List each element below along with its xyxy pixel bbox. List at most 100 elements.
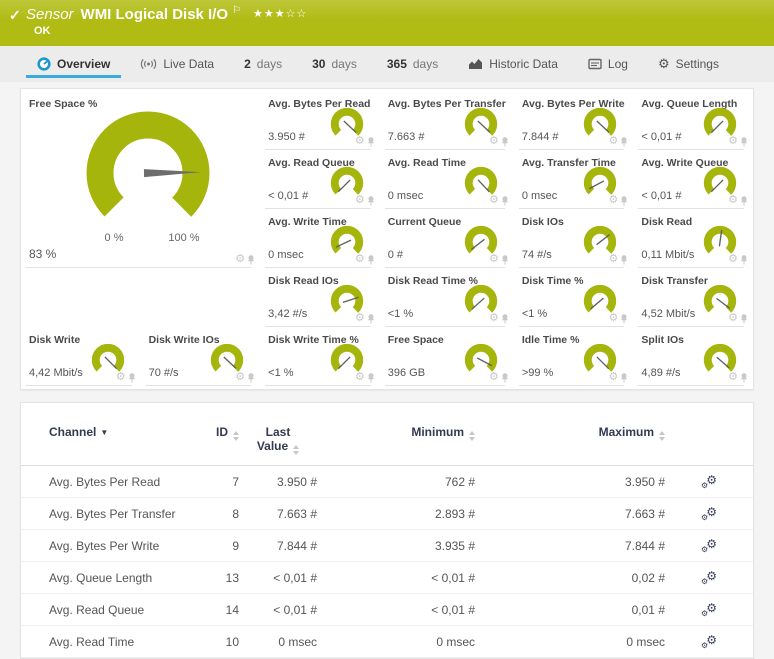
column-header-maximum[interactable]: Maximum (475, 419, 665, 466)
gear-icon[interactable]: ⚙ (354, 135, 365, 147)
gear-icon[interactable]: ⚙ (608, 253, 619, 265)
gear-icon[interactable]: ⚙ (608, 135, 619, 147)
tab-live-data[interactable]: Live Data (125, 46, 229, 82)
tab-30-days[interactable]: 30 days (312, 57, 357, 71)
tab-settings[interactable]: ⚙ Settings (657, 56, 719, 71)
pin-icon[interactable] (501, 372, 509, 383)
gauge-cell[interactable]: Avg. Write Time 0 msec ⚙ (260, 209, 380, 268)
gear-icon[interactable]: ⚙ (728, 135, 738, 147)
tab-2-days[interactable]: 2 days (244, 57, 283, 71)
pin-icon[interactable] (740, 195, 748, 206)
pin-icon[interactable] (501, 195, 509, 206)
channel-settings-icon[interactable]: ⚙⚙ (701, 537, 717, 554)
gear-icon[interactable]: ⚙ (488, 253, 499, 265)
gear-icon[interactable]: ⚙ (488, 135, 499, 147)
channel-name: Avg. Read Queue (21, 593, 199, 626)
area-chart-icon (469, 59, 483, 69)
pin-icon[interactable] (740, 254, 748, 265)
pin-icon[interactable] (740, 372, 748, 383)
gauge-cell[interactable]: Disk Time % <1 % ⚙ (514, 268, 634, 327)
gauge-cell[interactable]: Split IOs 4,89 #/s ⚙ (633, 327, 753, 386)
channel-settings-icon[interactable]: ⚙⚙ (701, 601, 717, 618)
gauge-cell[interactable]: Avg. Bytes Per Write 7.844 # ⚙ (514, 91, 634, 150)
gauge-cell[interactable]: Disk IOs 74 #/s ⚙ (514, 209, 634, 268)
gear-icon[interactable]: ⚙ (488, 312, 499, 324)
mini-gauge (703, 225, 737, 259)
column-header-channel[interactable]: Channel ▼ (21, 419, 199, 466)
pin-icon[interactable] (620, 195, 628, 206)
channel-settings-icon[interactable]: ⚙⚙ (701, 633, 717, 650)
gear-icon[interactable]: ⚙ (488, 194, 499, 206)
gauge-cell[interactable]: Avg. Bytes Per Read 3.950 # ⚙ (260, 91, 380, 150)
primary-gauge-cell[interactable]: Free Space % 0 % 100 % 83 % ⚙ (21, 91, 260, 268)
gear-icon[interactable]: ⚙ (354, 194, 365, 206)
pin-icon[interactable] (501, 313, 509, 324)
gauge-cell[interactable]: Disk Read 0,11 Mbit/s ⚙ (633, 209, 753, 268)
table-row: Avg. Bytes Per Transfer 8 7.663 # 2.893 … (21, 497, 753, 530)
pin-icon[interactable] (620, 254, 628, 265)
gear-icon[interactable]: ⚙ (354, 312, 365, 324)
mini-gauge (584, 343, 617, 377)
gear-icon[interactable]: ⚙ (354, 371, 365, 383)
gauge-cell[interactable]: Avg. Write Queue < 0,01 # ⚙ (633, 150, 753, 209)
gauge-cell[interactable]: Avg. Transfer Time 0 msec ⚙ (514, 150, 634, 209)
tab-log[interactable]: Log (573, 46, 643, 82)
pin-icon[interactable] (367, 136, 375, 147)
priority-stars[interactable]: ★★★☆☆ (253, 8, 308, 20)
gear-icon[interactable]: ⚙ (235, 253, 246, 265)
channel-maximum: 0 msec (475, 625, 665, 658)
gauge-value: 83 % (29, 247, 57, 261)
column-header-id[interactable]: ID (199, 419, 239, 466)
gauge-cell[interactable]: Disk Read IOs 3,42 #/s ⚙ (260, 268, 380, 327)
gauge-cell[interactable]: Avg. Bytes Per Transfer 7.663 # ⚙ (380, 91, 514, 150)
pin-icon[interactable] (367, 254, 375, 265)
channel-settings-icon[interactable]: ⚙⚙ (701, 505, 717, 522)
gauge-cell[interactable]: Disk Write IOs 70 #/s ⚙ (141, 327, 261, 386)
pin-icon[interactable] (740, 313, 748, 324)
gear-icon[interactable]: ⚙ (608, 371, 619, 383)
gauge-cell[interactable]: Free Space 396 GB ⚙ (380, 327, 514, 386)
pin-icon[interactable] (620, 372, 628, 383)
channel-id: 13 (199, 561, 239, 594)
pin-icon[interactable] (501, 254, 509, 265)
pin-icon[interactable] (128, 372, 136, 383)
pin-icon[interactable] (247, 254, 255, 265)
gauge-cell[interactable]: Avg. Queue Length < 0,01 # ⚙ (633, 91, 753, 150)
pin-icon[interactable] (620, 313, 628, 324)
sensor-header: ✓ Sensor WMI Logical Disk I/O ⚐ ★★★☆☆ OK (0, 0, 774, 46)
tab-365-days[interactable]: 365 days (386, 57, 439, 71)
pin-icon[interactable] (367, 195, 375, 206)
column-header-minimum[interactable]: Minimum (317, 419, 475, 466)
gear-icon[interactable]: ⚙ (354, 253, 365, 265)
gauge-cell[interactable]: Current Queue 0 # ⚙ (380, 209, 514, 268)
gauge-cell[interactable]: Disk Write 4,42 Mbit/s ⚙ (21, 327, 141, 386)
pin-icon[interactable] (620, 136, 628, 147)
pin-icon[interactable] (501, 136, 509, 147)
gear-icon[interactable]: ⚙ (608, 194, 619, 206)
gear-icon[interactable]: ⚙ (488, 371, 499, 383)
gear-icon[interactable]: ⚙ (728, 312, 738, 324)
gear-icon[interactable]: ⚙ (235, 371, 246, 383)
pin-icon[interactable] (367, 313, 375, 324)
channel-last-value: 7.844 # (239, 529, 317, 562)
tab-historic-data[interactable]: Historic Data (453, 46, 573, 82)
gear-icon[interactable]: ⚙ (728, 253, 738, 265)
pin-icon[interactable] (367, 372, 375, 383)
gauge-cell[interactable]: Avg. Read Time 0 msec ⚙ (380, 150, 514, 209)
gauge-cell[interactable]: Avg. Read Queue < 0,01 # ⚙ (260, 150, 380, 209)
gear-icon[interactable]: ⚙ (115, 371, 126, 383)
gear-icon[interactable]: ⚙ (728, 371, 738, 383)
gear-icon[interactable]: ⚙ (728, 194, 738, 206)
column-header-last-value[interactable]: Last Value (239, 419, 317, 466)
pin-icon[interactable] (247, 372, 255, 383)
channel-settings-icon[interactable]: ⚙⚙ (701, 473, 717, 490)
gauge-cell[interactable]: Disk Write Time % <1 % ⚙ (260, 327, 380, 386)
flag-icon[interactable]: ⚐ (232, 5, 242, 16)
gauge-cell[interactable]: Idle Time % >99 % ⚙ (514, 327, 634, 386)
gauge-cell[interactable]: Disk Transfer 4,52 Mbit/s ⚙ (633, 268, 753, 327)
pin-icon[interactable] (740, 136, 748, 147)
channel-settings-icon[interactable]: ⚙⚙ (701, 569, 717, 586)
gauge-cell[interactable]: Disk Read Time % <1 % ⚙ (380, 268, 514, 327)
tab-overview[interactable]: Overview (22, 46, 125, 82)
gear-icon[interactable]: ⚙ (608, 312, 619, 324)
